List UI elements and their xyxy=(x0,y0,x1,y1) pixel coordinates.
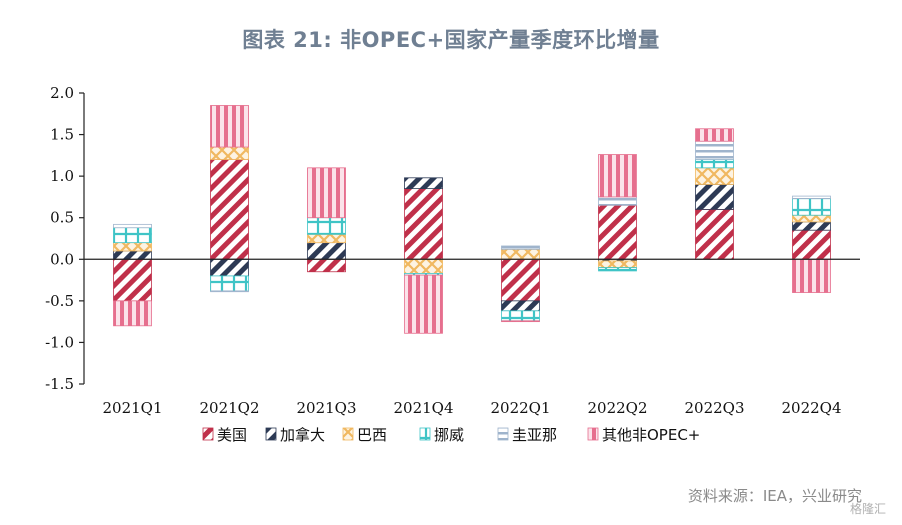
bar-segment-2021Q2-3 xyxy=(210,275,249,292)
bar-segment-2021Q2-5 xyxy=(210,105,249,148)
legend-label-1: 加拿大 xyxy=(280,426,325,444)
y-tick-label: 2.0 xyxy=(50,84,74,102)
bar-segment-2021Q1-5 xyxy=(113,300,152,327)
x-tick-label: 2022Q2 xyxy=(587,399,647,417)
bar-segment-2021Q3-3 xyxy=(307,217,346,235)
bar-segment-2021Q4-2 xyxy=(404,258,443,274)
y-tick-label: -1.0 xyxy=(45,333,74,351)
bar-segment-2022Q4-5 xyxy=(792,258,831,293)
y-tick-label: -1.5 xyxy=(45,375,74,393)
bar-segment-2022Q2-2 xyxy=(598,260,637,269)
bar-segment-2021Q3-1 xyxy=(307,242,346,260)
x-axis: 2021Q1 2021Q2 2021Q3 2021Q4 2022Q1 2022Q2 2022… xyxy=(84,258,860,417)
bar-segment-2022Q4-2 xyxy=(792,214,831,223)
legend-label-4: 圭亚那 xyxy=(512,426,557,444)
bar-segment-2021Q2-1 xyxy=(210,258,249,277)
bar-segment-2021Q4-5 xyxy=(404,274,443,334)
y-tick-label: 0.5 xyxy=(50,209,74,227)
bar-segment-2021Q2-0 xyxy=(210,159,249,260)
bar-segment-2022Q1-3 xyxy=(501,310,540,322)
bar-segment-2022Q4-0 xyxy=(792,229,831,260)
x-tick-label: 2021Q2 xyxy=(199,399,259,417)
bar-segment-2022Q4-1 xyxy=(792,221,831,231)
bar-segment-2022Q1-0 xyxy=(501,258,540,302)
x-tick-label: 2021Q4 xyxy=(393,399,453,417)
y-tick-label: 1.0 xyxy=(50,167,74,185)
bar-segment-2022Q1-2 xyxy=(501,248,540,260)
x-tick-label: 2021Q3 xyxy=(296,399,356,417)
legend-label-5: 其他非OPEC+ xyxy=(602,426,700,444)
bar-segment-2021Q2-4 xyxy=(210,290,249,293)
watermark: 格隆汇 xyxy=(849,502,886,516)
y-tick-label: 1.5 xyxy=(50,126,74,144)
legend-swatch-1 xyxy=(265,427,277,441)
legend: 美国 加拿大 巴西 挪威 圭亚那 其他非OPEC+ xyxy=(202,426,700,444)
legend-swatch-3 xyxy=(419,427,431,441)
x-tick-label: 2022Q4 xyxy=(781,399,841,417)
x-tick-label: 2022Q1 xyxy=(490,399,550,417)
chart-title: 图表 21: 非OPEC+国家产量季度环比增量 xyxy=(242,28,660,52)
legend-swatch-2 xyxy=(342,427,354,441)
bar-segment-2021Q1-4 xyxy=(113,223,152,229)
x-tick-label: 2022Q3 xyxy=(684,399,744,417)
legend-label-2: 巴西 xyxy=(357,426,387,444)
y-axis: 2.0 1.5 1.0 0.5 0.0 -0.5 -1.0 -1.5 xyxy=(45,84,85,393)
bar-segment-2021Q3-5 xyxy=(307,167,346,219)
bar-segment-2022Q3-0 xyxy=(695,208,734,260)
bar-segment-2022Q2-5 xyxy=(598,154,637,198)
bar-segment-2022Q3-5 xyxy=(695,128,734,142)
bar-segment-2021Q1-2 xyxy=(113,242,152,252)
bar-segment-2022Q2-0 xyxy=(598,204,637,260)
y-tick-label: 0.0 xyxy=(50,250,74,268)
legend-swatch-0 xyxy=(202,427,214,441)
legend-label-0: 美国 xyxy=(217,426,247,444)
bar-segment-2022Q1-1 xyxy=(501,300,540,312)
bar-segment-2021Q3-0 xyxy=(307,258,346,273)
source-note: 资料来源：IEA，兴业研究 xyxy=(687,487,862,505)
bar-segment-2021Q1-3 xyxy=(113,227,152,244)
bar-segment-2022Q3-1 xyxy=(695,184,734,210)
bars-group xyxy=(113,105,831,334)
legend-swatch-4 xyxy=(497,427,509,441)
bar-segment-2021Q4-1 xyxy=(404,177,443,190)
bar-segment-2022Q4-4 xyxy=(792,195,831,199)
bar-segment-2022Q1-5 xyxy=(501,320,540,323)
bar-segment-2022Q2-4 xyxy=(598,196,637,206)
bar-segment-2021Q1-0 xyxy=(113,258,152,302)
bar-segment-2021Q2-2 xyxy=(210,146,249,160)
bar-segment-2022Q4-3 xyxy=(792,198,831,216)
bar-segment-2022Q3-2 xyxy=(695,167,734,185)
bar-segment-2021Q3-2 xyxy=(307,233,346,244)
bar-segment-2022Q3-4 xyxy=(695,140,734,160)
bar-segment-2021Q1-1 xyxy=(113,250,152,260)
bar-segment-2021Q4-0 xyxy=(404,188,443,260)
legend-label-3: 挪威 xyxy=(434,426,464,444)
y-tick-label: -0.5 xyxy=(45,292,74,310)
bar-segment-2022Q1-4 xyxy=(501,245,540,250)
legend-swatch-5 xyxy=(587,427,599,441)
bar-segment-2022Q3-3 xyxy=(695,159,734,169)
bar-segment-2022Q2-3 xyxy=(598,267,637,272)
x-tick-label: 2021Q1 xyxy=(102,399,162,417)
